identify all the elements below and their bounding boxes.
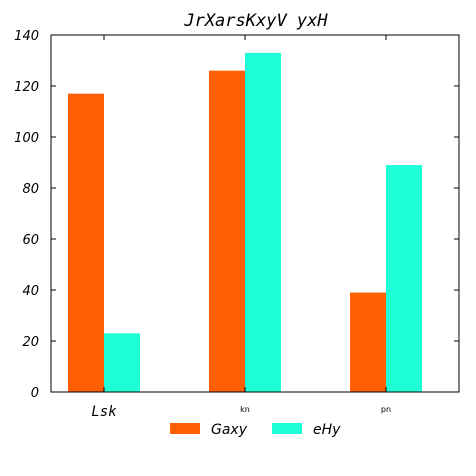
plot-frame [50,34,460,393]
y-tick-label: 40 [22,284,39,299]
ticks-layer: Lsk kn pn 0 20 40 60 80 100 120 140 [14,29,459,420]
y-tick-label: 140 [14,29,39,44]
legend-label-ehy: eHy [313,422,341,438]
legend: Gaxy eHy [170,422,341,438]
bar-ehy-pn [386,165,422,392]
x-tick-label: Lsk [91,404,117,420]
y-tick-label: 80 [22,182,39,197]
bar-gaxy-pn [350,292,386,392]
legend-swatch-ehy [272,423,302,434]
x-tick-label: kn [240,405,250,414]
x-tick-label: pn [381,405,391,414]
chart-title: JrXarsKxyV yxH [183,11,328,31]
legend-label-gaxy: Gaxy [211,422,248,438]
y-tick-label: 120 [14,80,39,95]
bars-layer [68,52,422,393]
y-tick-label: 100 [14,131,39,146]
y-tick-label: 0 [31,386,39,401]
bar-gaxy-lsk [68,93,104,393]
bar-ehy-kn [245,52,281,392]
y-tick-label: 60 [22,233,39,248]
y-tick-label: 20 [22,335,39,350]
bar-gaxy-kn [209,70,245,392]
bar-ehy-lsk [104,333,140,392]
legend-swatch-gaxy [170,423,200,434]
